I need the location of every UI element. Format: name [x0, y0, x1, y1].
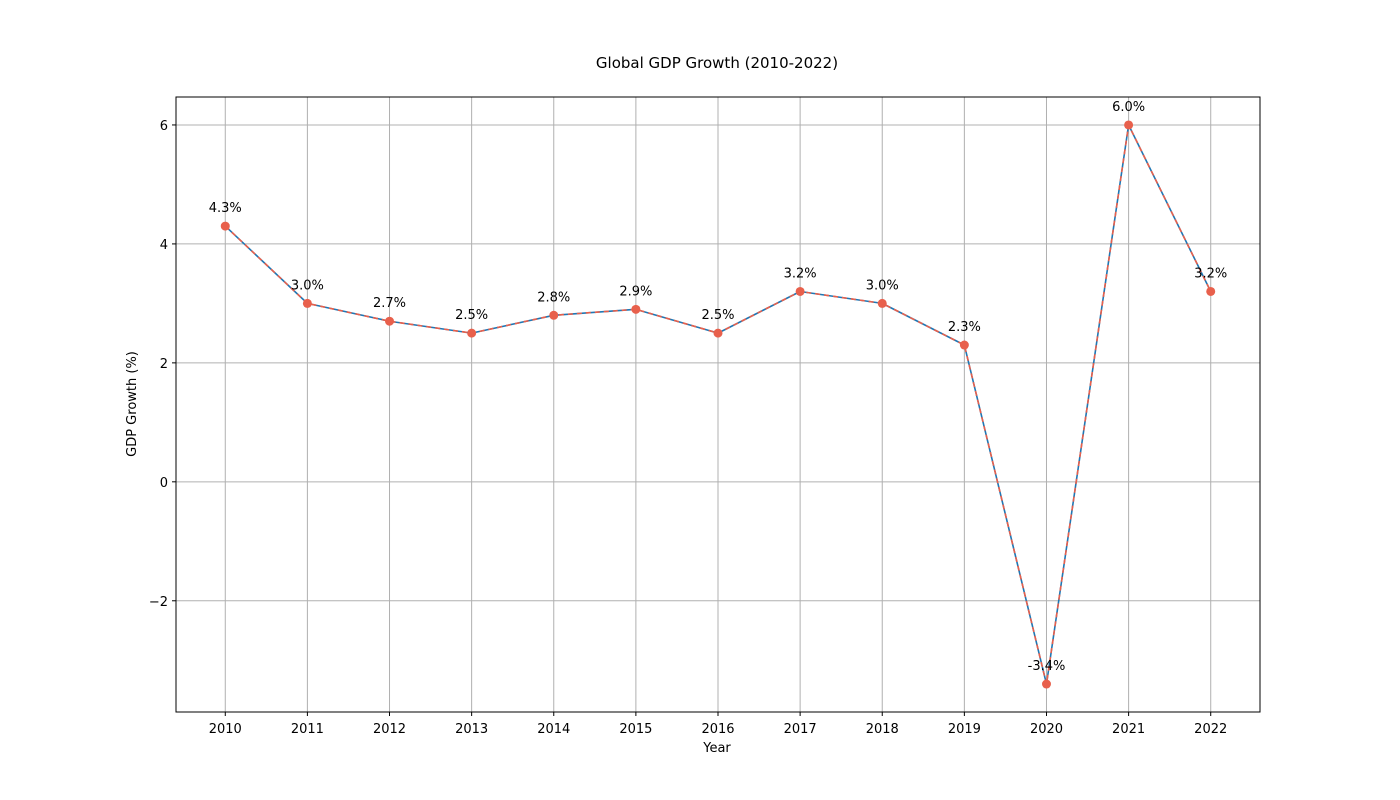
x-tick-label: 2019	[948, 722, 981, 737]
data-point	[1124, 120, 1134, 130]
data-labels: 4.3% 3.0% 2.7% 2.5% 2.8% 2.9% 2.5% 3.2% 3.0% 2.3%…	[209, 100, 1227, 674]
data-point	[302, 298, 312, 308]
x-tick-label: 2011	[291, 722, 324, 737]
data-label: 6.0%	[1112, 100, 1145, 115]
x-tick-label: 2012	[373, 722, 406, 737]
data-point	[1041, 679, 1051, 689]
data-label: 3.0%	[866, 278, 899, 293]
data-label: 2.5%	[701, 308, 734, 323]
y-tick-label: 6	[160, 119, 168, 134]
data-label: 2.9%	[619, 284, 652, 299]
data-label: 3.2%	[1194, 266, 1227, 281]
x-tick-label: 2014	[537, 722, 570, 737]
data-point	[959, 340, 969, 350]
data-label: -3.4%	[1028, 659, 1066, 674]
data-label: 3.2%	[784, 266, 817, 281]
data-point	[220, 221, 230, 231]
x-tick-label: 2017	[784, 722, 817, 737]
data-label: 2.7%	[373, 296, 406, 311]
y-tick-label: −2	[149, 595, 168, 610]
x-tick-label: 2016	[701, 722, 734, 737]
x-axis-ticks: 2010 2011 2012 2013 2014 2015 2016 2017 2018 2019…	[209, 712, 1227, 737]
data-label: 4.3%	[209, 201, 242, 216]
data-point	[631, 304, 641, 314]
data-point	[549, 310, 559, 320]
chart-title: Global GDP Growth (2010-2022)	[596, 54, 838, 72]
y-axis-label: GDP Growth (%)	[125, 351, 140, 457]
x-axis-label: Year	[702, 741, 731, 756]
x-tick-label: 2013	[455, 722, 488, 737]
x-tick-label: 2010	[209, 722, 242, 737]
x-tick-label: 2015	[619, 722, 652, 737]
grid	[176, 97, 1260, 712]
data-point	[713, 328, 723, 338]
x-tick-label: 2021	[1112, 722, 1145, 737]
y-tick-label: 0	[160, 476, 168, 491]
y-tick-label: 4	[160, 238, 168, 253]
data-point	[1206, 286, 1216, 296]
data-label: 2.5%	[455, 308, 488, 323]
data-label: 2.3%	[948, 320, 981, 335]
x-tick-label: 2020	[1030, 722, 1063, 737]
y-tick-label: 2	[160, 357, 168, 372]
data-point	[795, 286, 805, 296]
data-label: 3.0%	[291, 278, 324, 293]
series-markers	[220, 120, 1216, 689]
data-point	[877, 298, 887, 308]
data-point	[467, 328, 477, 338]
data-label: 2.8%	[537, 290, 570, 305]
y-axis-ticks: −2 0 2 4 6	[149, 119, 176, 610]
x-tick-label: 2022	[1194, 722, 1227, 737]
x-tick-label: 2018	[866, 722, 899, 737]
data-point	[385, 316, 395, 326]
